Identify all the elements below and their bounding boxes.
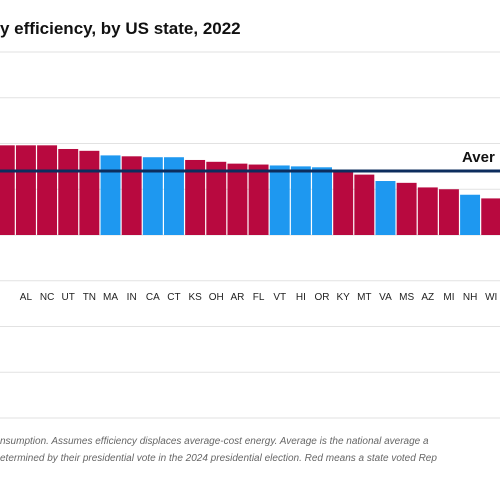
average-marker: Aver [0,149,500,173]
bar [15,145,36,235]
x-tick-label: OH [209,292,224,303]
bar [0,145,15,235]
x-tick-label: VT [273,292,286,303]
x-tick-label: MI [443,292,454,303]
x-tick-label: HI [296,292,306,303]
x-tick-labels: AL NC UT TN MA IN CA CT KS OH AR FL VT HI OR KY MT VA MS AZ… [20,292,498,303]
bar [438,189,459,235]
bar [185,159,206,235]
bar [269,165,290,235]
bar [354,174,375,235]
x-tick-label: WI [485,292,497,303]
bar [396,182,417,235]
x-tick-label: KY [337,292,351,303]
x-tick-label: MA [103,292,118,303]
x-tick-label: UT [62,292,75,303]
x-tick-label: AL [20,292,33,303]
x-tick-label: CT [167,292,180,303]
bar [333,170,354,235]
x-tick-label: NC [40,292,54,303]
bar [248,164,269,235]
chart-title: y efficiency, by US state, 2022 [0,19,241,38]
x-tick-label: AZ [421,292,434,303]
x-tick-label: KS [188,292,202,303]
bar [37,145,58,235]
bar [290,166,311,235]
bar [142,157,163,235]
x-tick-label: FL [253,292,265,303]
bar [79,150,100,235]
bar [164,157,184,235]
x-tick-label: AR [230,292,244,303]
average-label: Aver [462,149,495,166]
x-tick-label: CA [146,292,160,303]
bar [121,156,142,235]
x-tick-label: MT [357,292,371,303]
bar [58,148,79,235]
bars [0,145,500,235]
x-tick-label: MS [399,292,414,303]
x-tick-label: VA [379,292,392,303]
bar [206,161,227,235]
bar [100,155,121,235]
bar [481,198,500,235]
bar [417,187,438,235]
x-tick-label: IN [127,292,137,303]
bar [375,181,396,235]
x-tick-label: OR [315,292,330,303]
bar [460,194,481,235]
footnote-line-2: etermined by their presidential vote in … [0,453,437,464]
x-tick-label: TN [83,292,96,303]
bar [312,167,332,235]
bar [227,163,248,235]
footnote-line-1: nsumption. Assumes efficiency displaces … [0,436,429,447]
x-tick-label: NH [463,292,477,303]
